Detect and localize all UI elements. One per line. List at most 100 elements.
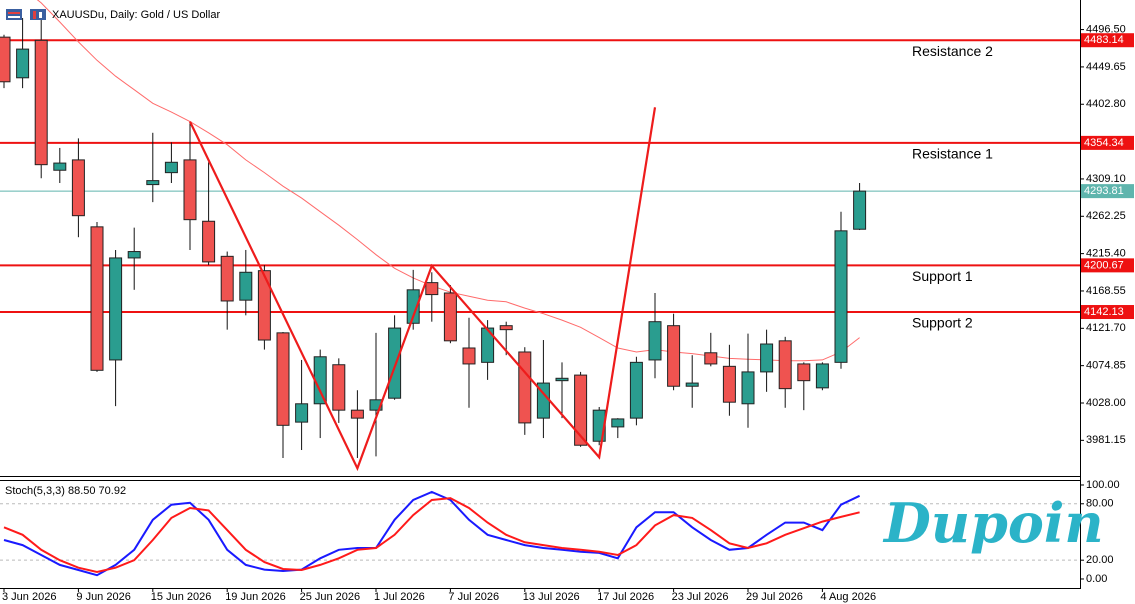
candle-body	[704, 352, 718, 365]
header-icons	[6, 9, 46, 20]
candle-body	[406, 289, 420, 324]
x-tick-label: 23 Jul 2026	[672, 591, 729, 603]
candle-body	[388, 327, 402, 399]
indicator-line	[3, 497, 860, 574]
candle-body	[499, 325, 513, 331]
candle-body	[16, 48, 30, 79]
x-tick-label: 15 Jun 2026	[151, 591, 212, 603]
candle-body	[462, 347, 476, 365]
y-tick-label: 3981.15	[1086, 434, 1126, 446]
candle-body	[834, 230, 848, 363]
level-price-label: 4200.67	[1084, 259, 1124, 271]
last-price-box	[1081, 184, 1134, 199]
candle-body	[257, 270, 271, 341]
x-tick-label: 17 Jul 2026	[597, 591, 654, 603]
icon	[33, 11, 36, 19]
icon	[30, 9, 46, 20]
y-tick-label: 4262.25	[1086, 210, 1126, 222]
stoch-panel	[0, 490, 1080, 577]
icon	[8, 16, 20, 18]
y-tick-label: 100.00	[1086, 479, 1120, 491]
candle-body	[853, 190, 867, 230]
x-tick-label: 9 Jun 2026	[76, 591, 130, 603]
axes	[0, 0, 1084, 592]
candle-body	[146, 180, 160, 186]
level-price-label: 4354.34	[1084, 137, 1124, 149]
y-tick-label: 4168.55	[1086, 285, 1126, 297]
level-price-box	[1081, 33, 1134, 48]
level-label: Resistance 1	[912, 146, 993, 162]
candle-body	[164, 161, 178, 174]
candle-body	[797, 363, 811, 382]
candle-body	[53, 162, 67, 171]
x-tick-label: 29 Jul 2026	[746, 591, 803, 603]
x-tick-label: 1 Jul 2026	[374, 591, 425, 603]
candle-body	[815, 363, 829, 389]
candle-body	[90, 226, 104, 371]
candle-body	[722, 365, 736, 403]
candle-body	[629, 361, 643, 419]
y-tick-label: 80.00	[1086, 498, 1114, 510]
level-label: Support 2	[912, 315, 973, 331]
icon	[39, 12, 42, 18]
price-panel	[0, 0, 1080, 472]
candle-body	[220, 255, 234, 302]
icon	[6, 9, 22, 20]
x-tick-label: 3 Jun 2026	[2, 591, 56, 603]
candle-body	[71, 159, 85, 217]
y-tick-label: 4074.85	[1086, 360, 1126, 372]
candle-body	[109, 257, 123, 361]
y-tick-label: 4496.50	[1086, 23, 1126, 35]
candle-body	[741, 371, 755, 405]
x-tick-label: 4 Aug 2026	[820, 591, 876, 603]
chart-title: XAUUSDu, Daily: Gold / US Dollar	[52, 9, 220, 21]
level-price-box	[1081, 305, 1134, 320]
candle-body	[369, 399, 383, 411]
candle-body	[648, 321, 662, 361]
candle-body	[443, 292, 457, 342]
candle-body	[239, 271, 253, 301]
candle-body	[332, 364, 346, 411]
y-tick-label: 20.00	[1086, 554, 1114, 566]
candle-body	[0, 36, 11, 83]
y-tick-label: 4215.40	[1086, 248, 1126, 260]
y-tick-label: 4309.10	[1086, 173, 1126, 185]
x-tick-label: 13 Jul 2026	[523, 591, 580, 603]
candle-body	[202, 220, 216, 263]
candle-body	[183, 159, 197, 221]
candle-body	[685, 382, 699, 387]
candle-body	[276, 332, 290, 426]
last-price-label: 4293.81	[1084, 185, 1124, 197]
x-tick-label: 25 Jun 2026	[300, 591, 361, 603]
candle-body	[574, 374, 588, 446]
indicator-title: Stoch(5,3,3) 88.50 70.92	[5, 485, 126, 497]
indicator-line	[3, 490, 861, 577]
candle-body	[127, 251, 141, 259]
candle-body	[760, 343, 774, 373]
level-price-box	[1081, 135, 1134, 150]
x-tick-label: 7 Jul 2026	[448, 591, 499, 603]
level-price-label: 4142.13	[1084, 306, 1124, 318]
level-label: Support 1	[912, 268, 973, 284]
level-label: Resistance 2	[912, 43, 993, 59]
y-tick-label: 0.00	[1086, 573, 1107, 585]
candle-body	[350, 409, 364, 419]
candle-body	[295, 403, 309, 423]
candle-body	[611, 418, 625, 428]
y-tick-label: 4028.00	[1086, 397, 1126, 409]
level-price-label: 4483.14	[1084, 34, 1124, 46]
candle-body	[667, 325, 681, 387]
y-tick-label: 4449.65	[1086, 61, 1126, 73]
candle-body	[34, 39, 48, 166]
y-tick-label: 4402.80	[1086, 98, 1126, 110]
candle-body	[555, 377, 569, 382]
icon	[8, 12, 20, 14]
zigzag-line	[189, 107, 657, 472]
candle-body	[778, 340, 792, 390]
candle-body	[518, 351, 532, 424]
y-tick-label: 4121.70	[1086, 322, 1126, 334]
x-tick-label: 19 Jun 2026	[225, 591, 286, 603]
level-price-box	[1081, 258, 1134, 273]
logo: Dupoin	[882, 491, 1104, 555]
